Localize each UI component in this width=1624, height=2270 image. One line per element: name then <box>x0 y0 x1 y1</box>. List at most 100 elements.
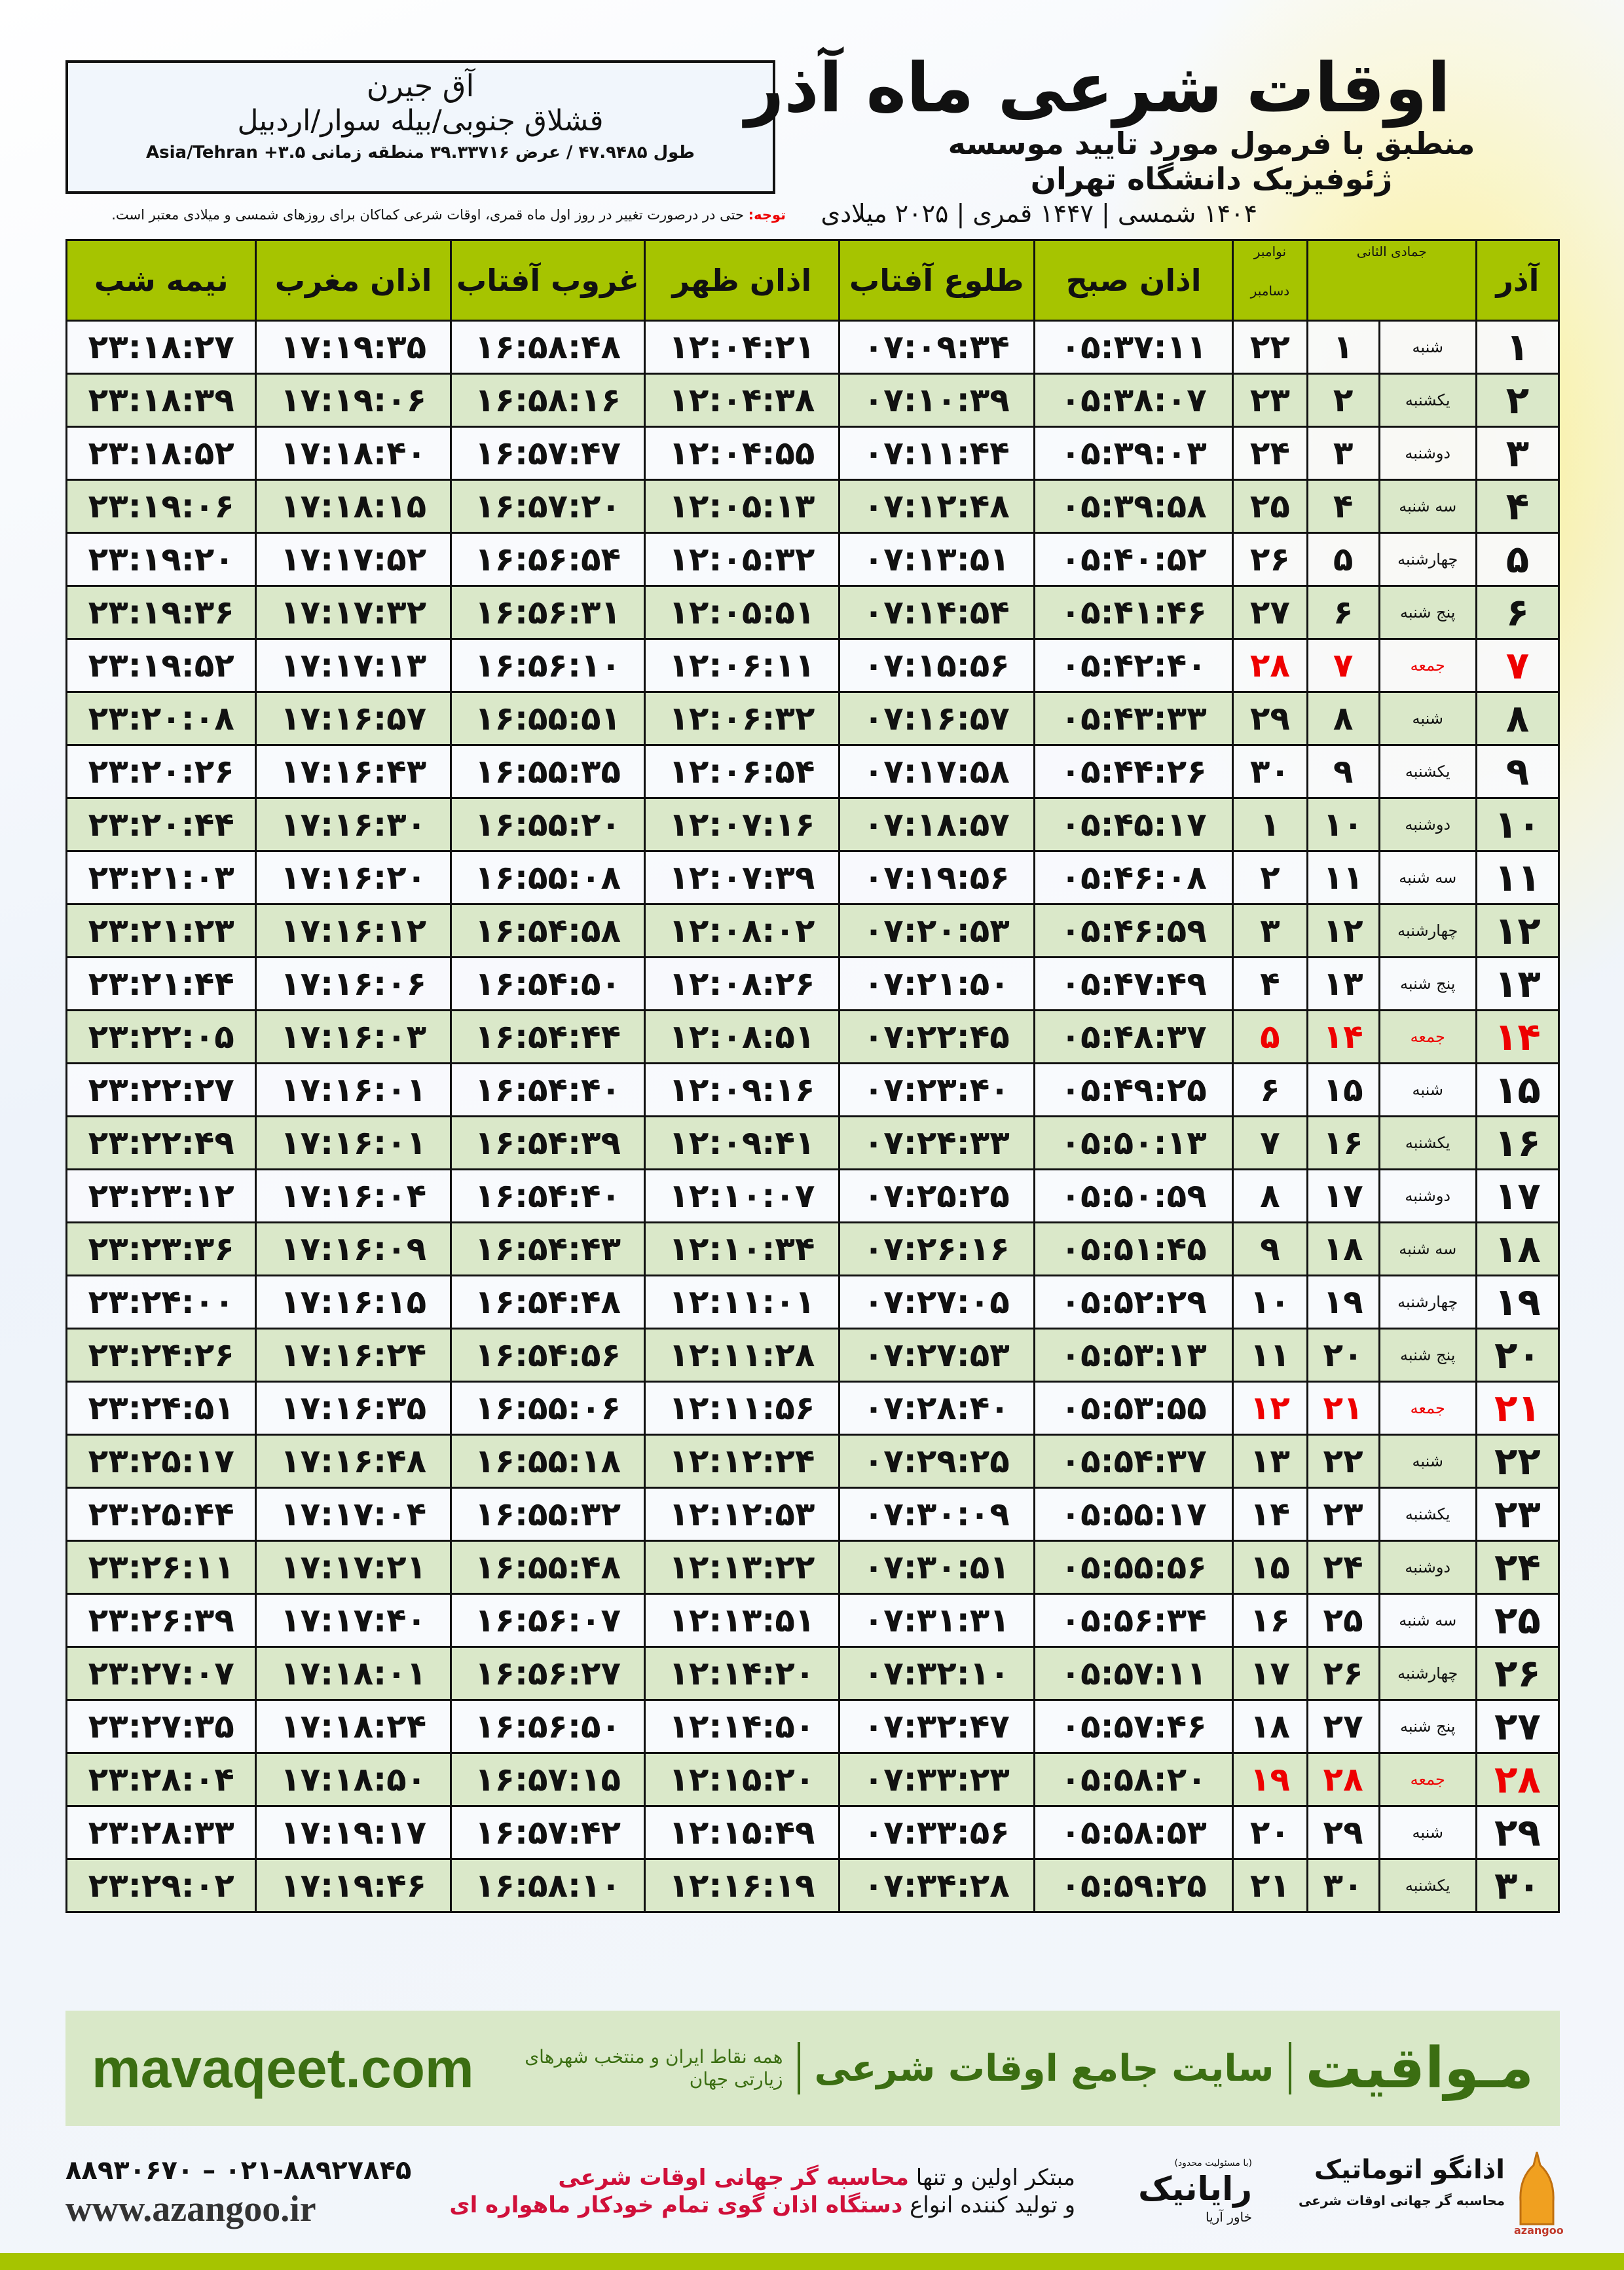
cell-sunrise: ۰۷:۳۰:۰۹ <box>838 1487 1035 1542</box>
azangoo-site-link[interactable]: www.azangoo.ir <box>65 2189 316 2229</box>
cell-fajr: ۰۵:۴۶:۵۹ <box>1033 903 1234 958</box>
cell-greg: ۲۵ <box>1232 479 1308 534</box>
table-row: ۱۸ سه شنبه ۱۸ ۹ ۰۵:۵۱:۴۵ ۰۷:۲۶:۱۶ ۱۲:۱۰:۳۴ ۱۶:۵… <box>65 1221 1560 1276</box>
cell-midnight: ۲۳:۲۱:۲۳ <box>65 903 257 958</box>
cell-weekday: جمعه <box>1378 1381 1477 1436</box>
cell-dhuhr: ۱۲:۰۸:۵۱ <box>644 1009 840 1064</box>
cell-sunset: ۱۶:۵۴:۴۸ <box>449 1275 646 1330</box>
table-row: ۱ شنبه ۱ ۲۲ ۰۵:۳۷:۱۱ ۰۷:۰۹:۳۴ ۱۲:۰۴:۲۱ ۱۶:۵۸:۴۸… <box>65 320 1560 375</box>
cell-sunset: ۱۶:۵۷:۴۲ <box>449 1805 646 1860</box>
cell-sunrise: ۰۷:۳۴:۲۸ <box>838 1858 1035 1913</box>
footer-row: اذانگو اتوماتیک محاسبه گر جهانی اوقات شر… <box>65 2134 1564 2249</box>
cell-day: ۷ <box>1475 638 1560 693</box>
cell-day: ۱۶ <box>1475 1115 1560 1170</box>
cell-weekday: دوشنبه <box>1378 1168 1477 1223</box>
cell-weekday: دوشنبه <box>1378 426 1477 481</box>
cell-fajr: ۰۵:۴۳:۳۳ <box>1033 691 1234 746</box>
cell-maghrib: ۱۷:۱۶:۰۱ <box>255 1115 452 1170</box>
cell-sunset: ۱۶:۵۶:۵۰ <box>449 1699 646 1754</box>
cell-dhuhr: ۱۲:۱۱:۵۶ <box>644 1381 840 1436</box>
divider <box>797 2042 800 2094</box>
table-row: ۱۱ سه شنبه ۱۱ ۲ ۰۵:۴۶:۰۸ ۰۷:۱۹:۵۶ ۱۲:۰۷:۳۹ ۱۶:۵… <box>65 850 1560 905</box>
cell-weekday: سه شنبه <box>1378 1221 1477 1276</box>
cell-hijri: ۵ <box>1306 532 1380 587</box>
cell-fajr: ۰۵:۳۷:۱۱ <box>1033 320 1234 375</box>
table-row: ۲۹ شنبه ۲۹ ۲۰ ۰۵:۵۸:۵۳ ۰۷:۳۳:۵۶ ۱۲:۱۵:۴۹ ۱۶:۵۷:… <box>65 1805 1560 1860</box>
cell-sunset: ۱۶:۵۴:۵۸ <box>449 903 646 958</box>
cell-day: ۲۴ <box>1475 1540 1560 1595</box>
cell-sunrise: ۰۷:۲۶:۱۶ <box>838 1221 1035 1276</box>
cell-sunset: ۱۶:۵۶:۱۰ <box>449 638 646 693</box>
location-region: قشلاق جنوبی/بیله سوار/اردبیل <box>237 104 604 138</box>
cell-greg: ۲۸ <box>1232 638 1308 693</box>
cell-midnight: ۲۳:۲۴:۵۱ <box>65 1381 257 1436</box>
cell-sunset: ۱۶:۵۵:۰۶ <box>449 1381 646 1436</box>
cell-dhuhr: ۱۲:۱۲:۵۳ <box>644 1487 840 1542</box>
table-row: ۱۷ دوشنبه ۱۷ ۸ ۰۵:۵۰:۵۹ ۰۷:۲۵:۲۵ ۱۲:۱۰:۰۷ ۱۶:۵۴… <box>65 1168 1560 1223</box>
cell-maghrib: ۱۷:۱۷:۴۰ <box>255 1593 452 1648</box>
cell-sunset: ۱۶:۵۴:۴۰ <box>449 1168 646 1223</box>
cell-weekday: پنج شنبه <box>1378 1328 1477 1383</box>
cell-hijri: ۱۷ <box>1306 1168 1380 1223</box>
cell-sunset: ۱۶:۵۵:۳۵ <box>449 744 646 799</box>
note-text: حتی در درصورت تغییر در روز اول ماه قمری،… <box>111 207 748 223</box>
cell-weekday: دوشنبه <box>1378 797 1477 852</box>
table-row: ۲۲ شنبه ۲۲ ۱۳ ۰۵:۵۴:۳۷ ۰۷:۲۹:۲۵ ۱۲:۱۲:۲۴ ۱۶:۵۵:… <box>65 1434 1560 1489</box>
cell-maghrib: ۱۷:۱۸:۰۱ <box>255 1646 452 1701</box>
cell-greg: ۱۱ <box>1232 1328 1308 1383</box>
azangoo-logo-text: اذانگو اتوماتیک <box>1314 2155 1505 2185</box>
cell-dhuhr: ۱۲:۰۴:۵۵ <box>644 426 840 481</box>
cell-fajr: ۰۵:۴۹:۲۵ <box>1033 1062 1234 1117</box>
cell-fajr: ۰۵:۴۲:۴۰ <box>1033 638 1234 693</box>
col-sunrise: طلوع آفتاب <box>838 239 1035 322</box>
cell-day: ۲۰ <box>1475 1328 1560 1383</box>
cell-maghrib: ۱۷:۱۶:۰۴ <box>255 1168 452 1223</box>
cell-hijri: ۴ <box>1306 479 1380 534</box>
table-row: ۳۰ یکشنبه ۳۰ ۲۱ ۰۵:۵۹:۲۵ ۰۷:۳۴:۲۸ ۱۲:۱۶:۱۹ ۱۶:۵… <box>65 1858 1560 1913</box>
cell-hijri: ۶ <box>1306 585 1380 640</box>
cell-midnight: ۲۳:۲۵:۱۷ <box>65 1434 257 1489</box>
mavaqeet-site-link[interactable]: mavaqeet.com <box>92 2037 474 2099</box>
cell-dhuhr: ۱۲:۰۶:۱۱ <box>644 638 840 693</box>
cell-dhuhr: ۱۲:۱۶:۱۹ <box>644 1858 840 1913</box>
cell-sunrise: ۰۷:۱۸:۵۷ <box>838 797 1035 852</box>
cell-sunset: ۱۶:۵۴:۵۰ <box>449 956 646 1011</box>
cell-midnight: ۲۳:۲۵:۴۴ <box>65 1487 257 1542</box>
cell-greg: ۳۰ <box>1232 744 1308 799</box>
table-row: ۲۴ دوشنبه ۲۴ ۱۵ ۰۵:۵۵:۵۶ ۰۷:۳۰:۵۱ ۱۲:۱۳:۲۲ ۱۶:۵… <box>65 1540 1560 1595</box>
cell-sunrise: ۰۷:۱۷:۵۸ <box>838 744 1035 799</box>
cell-weekday: دوشنبه <box>1378 1540 1477 1595</box>
cell-maghrib: ۱۷:۱۶:۰۳ <box>255 1009 452 1064</box>
azangoo-logo-latin: azangoo <box>1514 2224 1564 2237</box>
cell-fajr: ۰۵:۵۳:۱۳ <box>1033 1328 1234 1383</box>
cell-midnight: ۲۳:۲۲:۴۹ <box>65 1115 257 1170</box>
table-row: ۱۴ جمعه ۱۴ ۵ ۰۵:۴۸:۳۷ ۰۷:۲۲:۴۵ ۱۲:۰۸:۵۱ ۱۶:۵۴:۴… <box>65 1009 1560 1064</box>
cell-sunset: ۱۶:۵۴:۵۶ <box>449 1328 646 1383</box>
cell-day: ۱۸ <box>1475 1221 1560 1276</box>
cell-fajr: ۰۵:۵۰:۵۹ <box>1033 1168 1234 1223</box>
cell-dhuhr: ۱۲:۰۵:۱۳ <box>644 479 840 534</box>
col-sunset: غروب آفتاب <box>449 239 646 322</box>
cell-sunrise: ۰۷:۲۷:۵۳ <box>838 1328 1035 1383</box>
cell-weekday: چهارشنبه <box>1378 1275 1477 1330</box>
table-row: ۲۱ جمعه ۲۱ ۱۲ ۰۵:۵۳:۵۵ ۰۷:۲۸:۴۰ ۱۲:۱۱:۵۶ ۱۶:۵۵:… <box>65 1381 1560 1436</box>
cell-fajr: ۰۵:۵۶:۳۴ <box>1033 1593 1234 1648</box>
promo-line-1: مبتکر اولین و تنها محاسبه گر جهانی اوقات… <box>431 2164 1075 2191</box>
azangoo-logo: اذانگو اتوماتیک محاسبه گر جهانی اوقات شر… <box>1272 2149 1564 2237</box>
cell-sunset: ۱۶:۵۷:۲۰ <box>449 479 646 534</box>
cell-dhuhr: ۱۲:۰۶:۳۲ <box>644 691 840 746</box>
cell-maghrib: ۱۷:۱۶:۰۹ <box>255 1221 452 1276</box>
cell-weekday: یکشنبه <box>1378 744 1477 799</box>
promo-2a: و تولید کننده انواع <box>902 2192 1075 2218</box>
year-line: ۱۴۰۴ شمسی | ۱۴۴۷ قمری | ۲۰۲۵ میلادی <box>821 199 1257 228</box>
note-label: توجه: <box>748 207 786 223</box>
cell-sunrise: ۰۷:۲۸:۴۰ <box>838 1381 1035 1436</box>
cell-midnight: ۲۳:۲۰:۰۸ <box>65 691 257 746</box>
table-row: ۷ جمعه ۷ ۲۸ ۰۵:۴۲:۴۰ ۰۷:۱۵:۵۶ ۱۲:۰۶:۱۱ ۱۶:۵۶:۱۰… <box>65 638 1560 693</box>
cell-sunrise: ۰۷:۱۵:۵۶ <box>838 638 1035 693</box>
table-row: ۲ یکشنبه ۲ ۲۳ ۰۵:۳۸:۰۷ ۰۷:۱۰:۳۹ ۱۲:۰۴:۳۸ ۱۶:۵۸:… <box>65 373 1560 428</box>
cell-weekday: پنج شنبه <box>1378 1699 1477 1754</box>
cell-sunrise: ۰۷:۱۹:۵۶ <box>838 850 1035 905</box>
cell-sunset: ۱۶:۵۵:۱۸ <box>449 1434 646 1489</box>
cell-greg: ۱۷ <box>1232 1646 1308 1701</box>
